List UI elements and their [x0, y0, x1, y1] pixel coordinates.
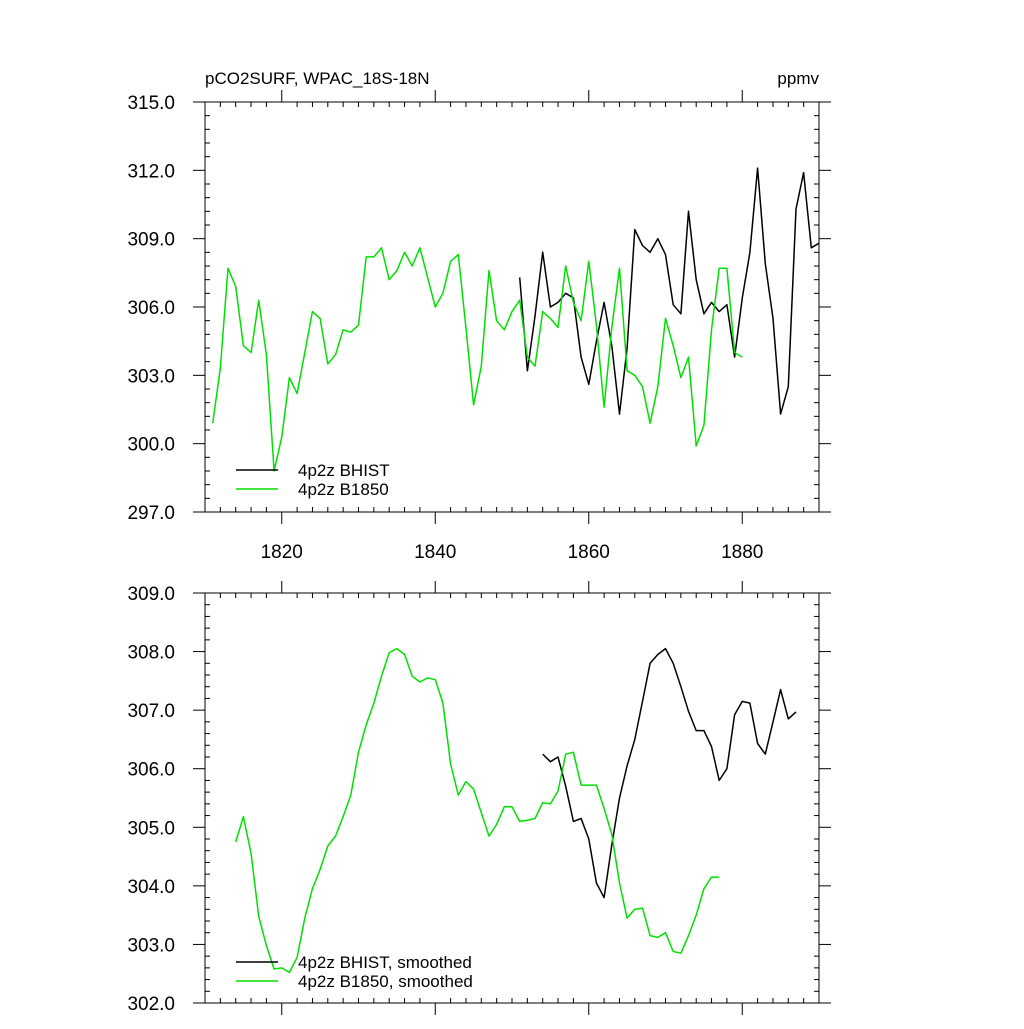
legend-label: 4p2z BHIST, smoothed [298, 953, 472, 972]
y-tick-label: 308.0 [127, 643, 175, 664]
series-line-4p2z-bhist-smoothed [542, 647, 797, 899]
x-tick-label: 1820 [261, 542, 303, 563]
y-tick-label: 297.0 [127, 503, 175, 524]
x-tick-label: 1860 [568, 542, 610, 563]
y-tick-label: 307.0 [127, 701, 175, 722]
series-line-4p2z-b1850 [211, 247, 743, 472]
legend-label: 4p2z B1850 [298, 480, 389, 499]
x-tick-label: 1880 [721, 542, 763, 563]
y-tick-label: 302.0 [127, 994, 175, 1015]
y-tick-label: 315.0 [127, 93, 175, 114]
chart-title: pCO2SURF, WPAC_18S-18N [205, 69, 430, 88]
y-tick-label: 306.0 [127, 760, 175, 781]
y-tick-label: 305.0 [127, 818, 175, 839]
bottom-plot-frame [204, 592, 820, 1004]
top-series [211, 167, 820, 472]
bottom-axes: 302.0 303.0 304.0 305.0 306.0 307.0 308.0 309.0 [127, 581, 831, 1015]
y-tick-label: 300.0 [127, 435, 175, 456]
y-tick-label: 306.0 [127, 298, 175, 319]
y-tick-label: 312.0 [127, 161, 175, 182]
y-tick-label: 303.0 [127, 366, 175, 387]
bottom-panel: 302.0 303.0 304.0 305.0 306.0 307.0 308.0 309.0… [127, 581, 831, 1015]
y-tick-label: 304.0 [127, 877, 175, 898]
y-tick-label: 303.0 [127, 935, 175, 956]
legend-label: 4p2z B1850, smoothed [298, 972, 473, 991]
series-line-4p2z-b1850-smoothed [234, 647, 720, 974]
bottom-series [234, 647, 797, 974]
top-axes: 1820 1840 1860 1880 297.0 300.0 303.0 306.0 309.… [127, 90, 831, 563]
top-panel: pCO2SURF, WPAC_18S-18N ppmv 1820 1840 1860… [127, 69, 831, 563]
y-tick-label: 309.0 [127, 584, 175, 605]
series-line-4p2z-bhist [518, 167, 820, 415]
x-tick-label: 1840 [414, 542, 456, 563]
units-label: ppmv [777, 69, 819, 88]
legend-label: 4p2z BHIST [298, 461, 390, 480]
y-tick-label: 309.0 [127, 230, 175, 251]
